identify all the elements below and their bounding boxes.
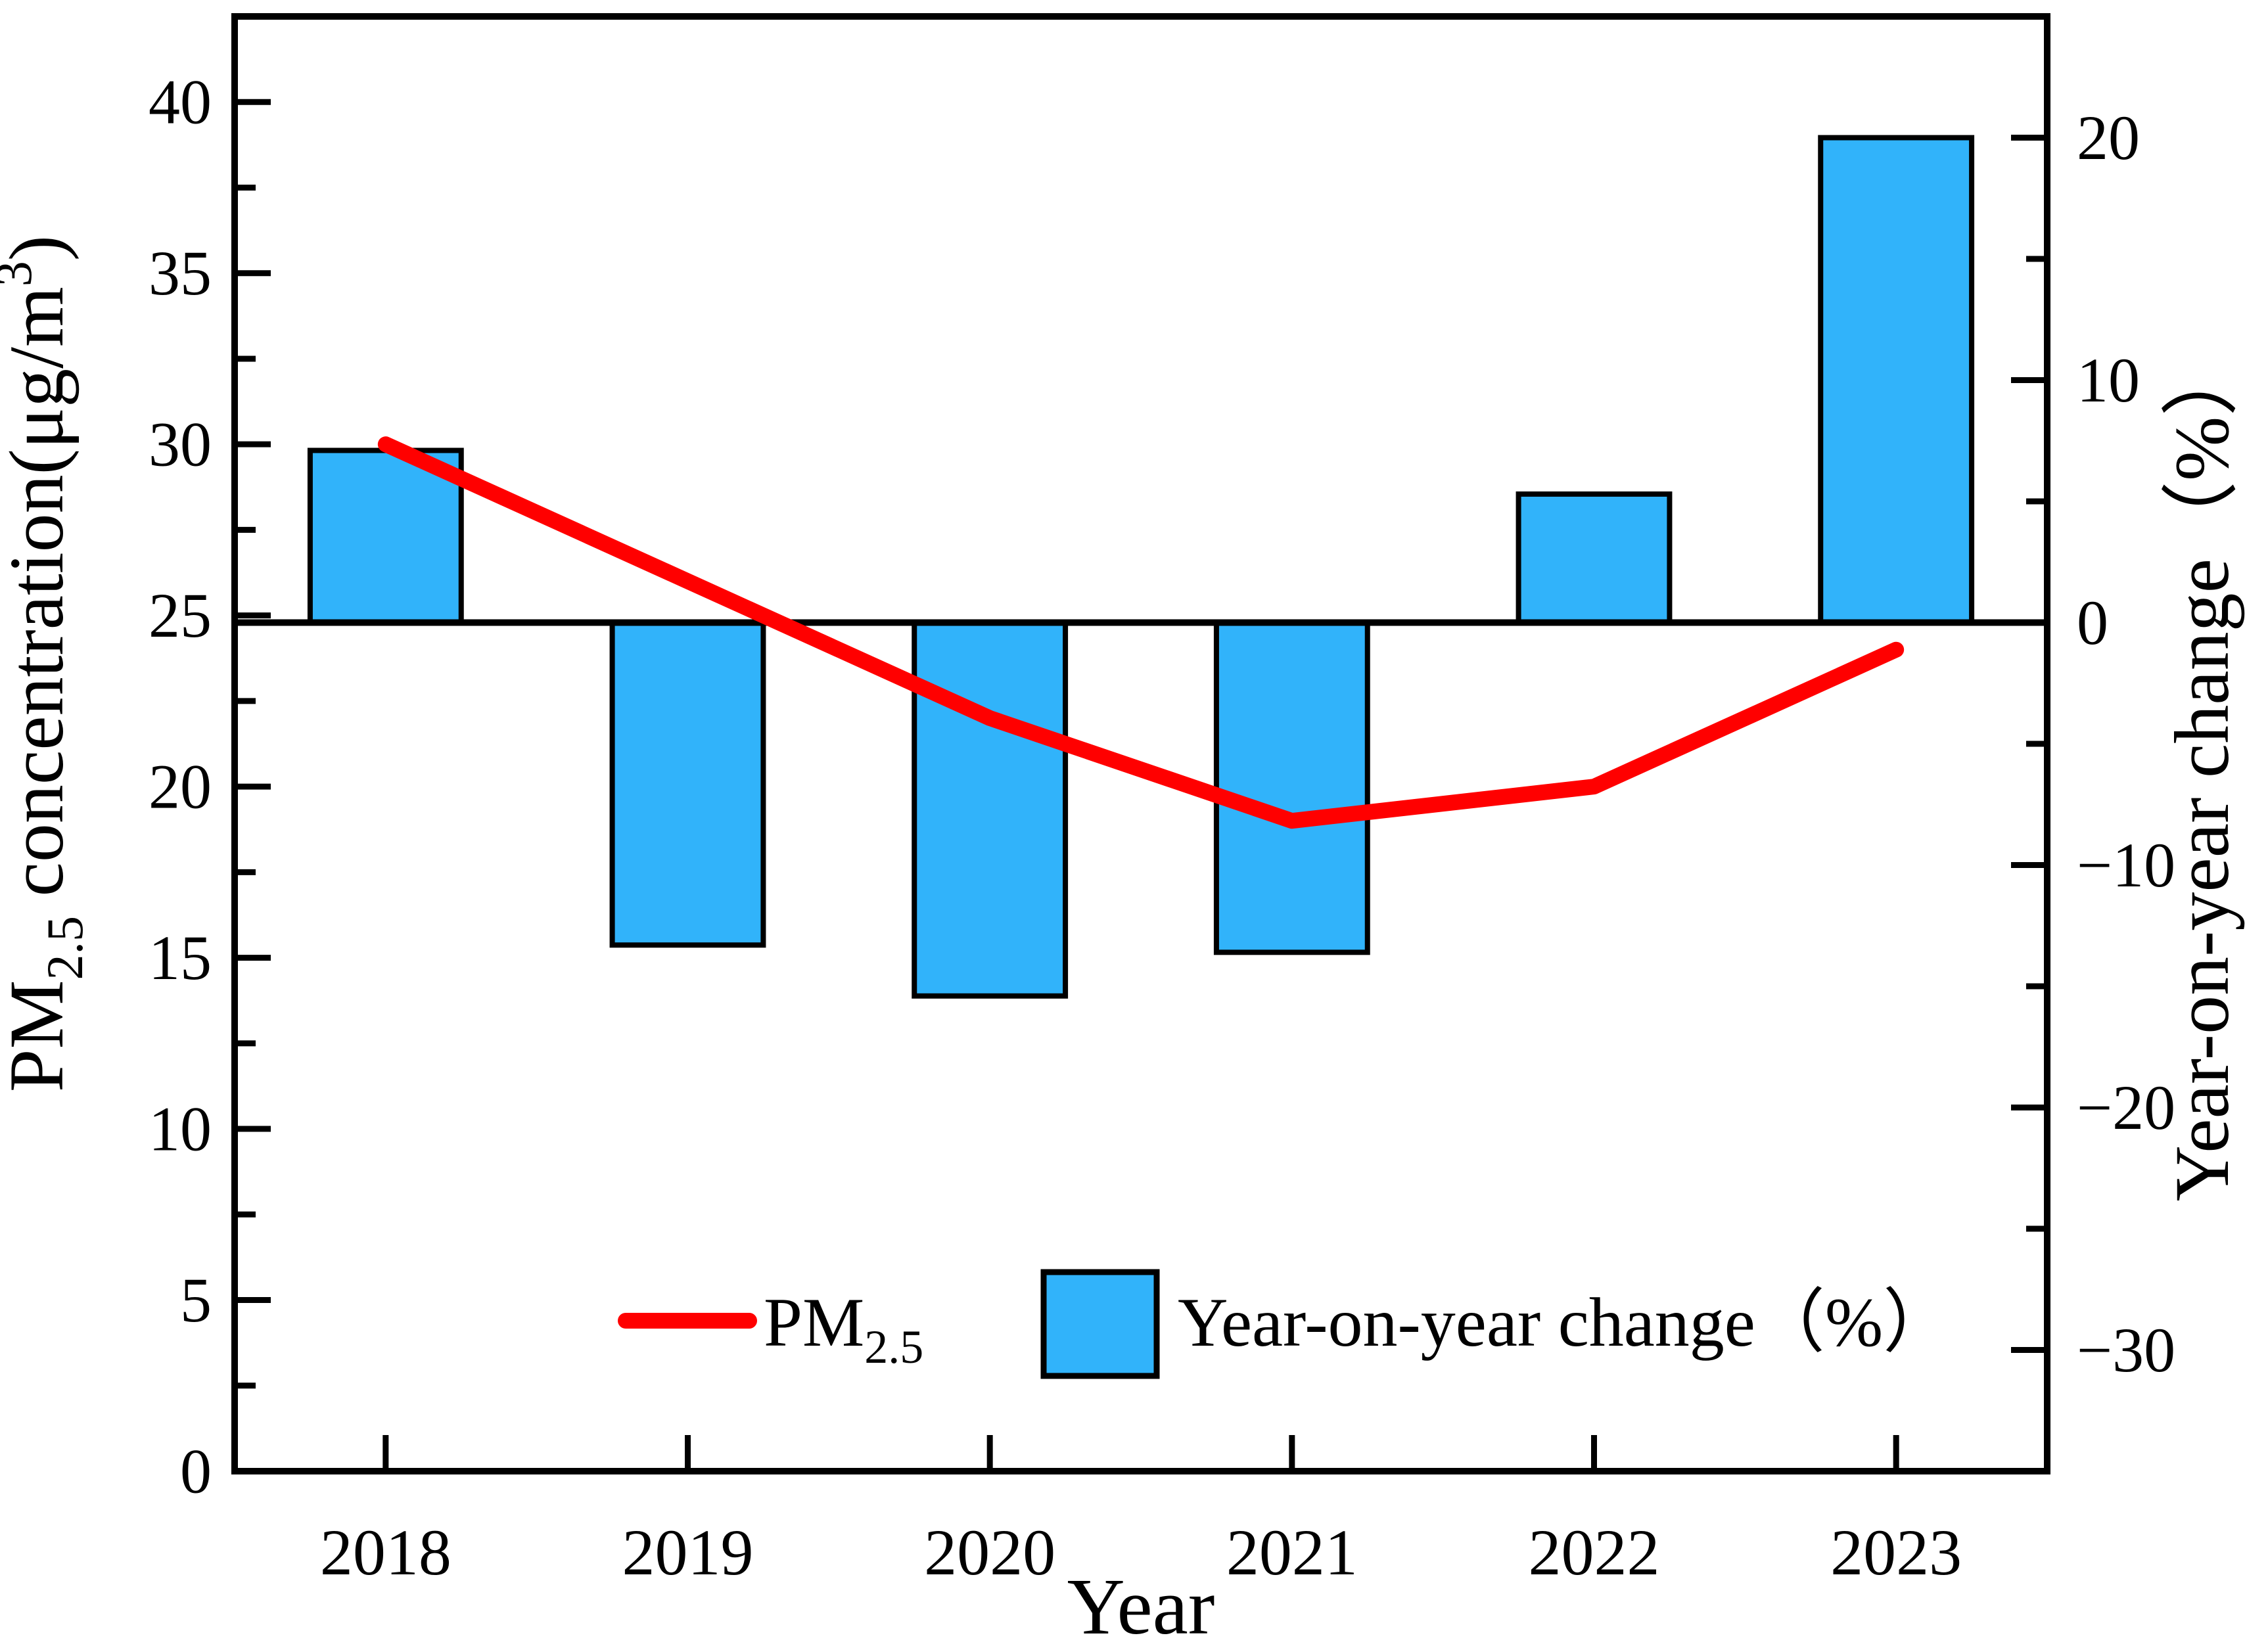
right-tick-label-0: 0 bbox=[2077, 587, 2108, 658]
left-tick-label-25: 25 bbox=[149, 580, 212, 651]
legend-label-pm25: PM2.5 bbox=[764, 1284, 923, 1373]
left-tick-label-40: 40 bbox=[149, 67, 212, 137]
right-tick-label--30: −30 bbox=[2077, 1315, 2175, 1385]
bar-2023 bbox=[1818, 135, 1975, 626]
x-tick-label-2020: 2020 bbox=[924, 1516, 1055, 1589]
legend-label-yoy: Year-on-year change（%） bbox=[1178, 1284, 1953, 1361]
ticks-group bbox=[235, 99, 2047, 1471]
bar-2019 bbox=[609, 620, 766, 948]
x-tick-label-2018: 2018 bbox=[320, 1516, 451, 1589]
right-axis-title: Year-on-year change（%） bbox=[2159, 339, 2245, 1202]
left-tick-label-15: 15 bbox=[149, 923, 212, 993]
pm25-line bbox=[377, 436, 1905, 829]
right-tick-label-20: 20 bbox=[2077, 103, 2140, 173]
x-tick-label-2019: 2019 bbox=[622, 1516, 754, 1589]
bar-2021 bbox=[1213, 620, 1370, 955]
plot-frame bbox=[231, 13, 2050, 1474]
x-tick-label-2021: 2021 bbox=[1226, 1516, 1358, 1589]
bar-2020 bbox=[912, 620, 1069, 999]
left-tick-label-30: 30 bbox=[149, 409, 212, 480]
left-axis-title: PM2.5 concentration(μg/m3) bbox=[0, 235, 93, 1092]
left-tick-label-20: 20 bbox=[149, 752, 212, 822]
right-tick-label--10: −10 bbox=[2077, 830, 2175, 900]
legend: PM2.5 Year-on-year change（%） bbox=[618, 1269, 1953, 1379]
bar-2022 bbox=[1516, 491, 1673, 626]
left-tick-label-35: 35 bbox=[149, 238, 212, 308]
bar-2018 bbox=[307, 447, 464, 626]
x-tick-label-2022: 2022 bbox=[1529, 1516, 1660, 1589]
x-axis-title: Year bbox=[1067, 1563, 1215, 1644]
x-tick-label-2023: 2023 bbox=[1830, 1516, 1962, 1589]
legend-bar-swatch bbox=[1040, 1269, 1160, 1379]
right-tick-label-10: 10 bbox=[2077, 345, 2140, 415]
bars-group bbox=[307, 135, 1975, 999]
left-tick-label-0: 0 bbox=[180, 1436, 212, 1507]
left-tick-label-5: 5 bbox=[180, 1265, 212, 1335]
right-tick-label--20: −20 bbox=[2077, 1072, 2175, 1143]
left-tick-label-10: 10 bbox=[149, 1094, 212, 1164]
